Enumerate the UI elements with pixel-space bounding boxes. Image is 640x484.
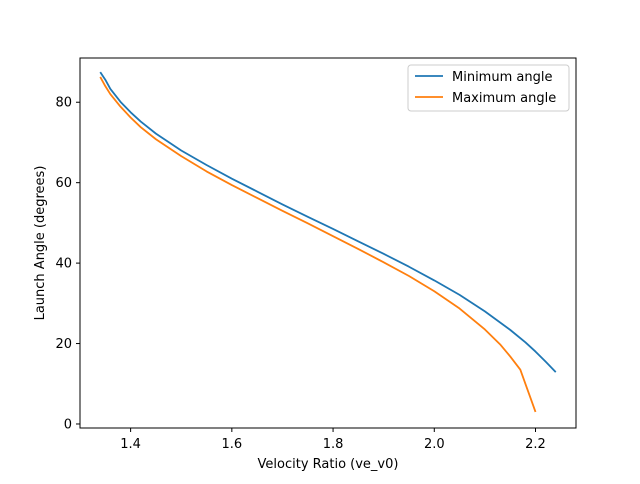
x-tick-label: 2.0 (424, 437, 445, 452)
x-axis: 1.4 1.6 1.8 2.0 2.2 (120, 428, 546, 452)
legend-label-maximum-angle: Maximum angle (452, 91, 556, 106)
y-tick-label: 0 (64, 417, 72, 432)
x-axis-label: Velocity Ratio (ve_v0) (258, 457, 399, 472)
y-tick-label: 60 (55, 176, 72, 191)
x-tick-label: 2.2 (525, 437, 546, 452)
y-tick-label: 80 (55, 96, 72, 111)
y-axis-label: Launch Angle (degrees) (33, 166, 48, 321)
y-axis: 0 20 40 60 80 (55, 96, 80, 432)
legend: Minimum angle Maximum angle (407, 64, 570, 112)
y-tick-label: 40 (55, 257, 72, 272)
axes-frame (79, 57, 577, 429)
y-tick-label: 20 (55, 337, 72, 352)
legend-label-minimum-angle: Minimum angle (452, 70, 552, 85)
legend-box (407, 64, 570, 112)
x-tick-label: 1.6 (221, 437, 242, 452)
series-line-minimum-angle (99, 71, 557, 373)
x-tick-label: 1.4 (120, 437, 141, 452)
x-tick-label: 1.8 (323, 437, 344, 452)
series-line-maximum-angle (99, 76, 537, 413)
